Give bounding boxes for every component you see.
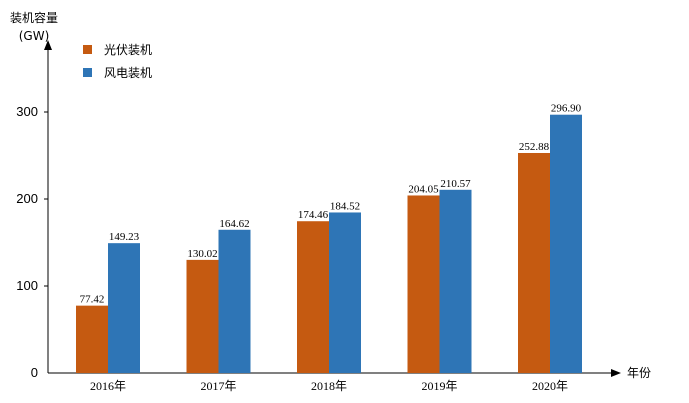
x-tick-label: 2018年 bbox=[311, 379, 347, 393]
bar-wind bbox=[218, 229, 251, 373]
data-label: 204.05 bbox=[408, 183, 439, 195]
y-tick-label: 0 bbox=[31, 365, 38, 380]
bar-pv bbox=[407, 195, 440, 373]
bar-wind bbox=[550, 114, 582, 374]
data-label: 296.90 bbox=[551, 103, 582, 115]
data-label: 164.62 bbox=[219, 218, 249, 230]
bar-wind bbox=[439, 189, 472, 373]
legend: 光伏装机 风电装机 bbox=[83, 43, 152, 80]
bar-pv bbox=[518, 152, 550, 373]
x-tick-label: 2020年 bbox=[532, 379, 568, 393]
data-label: 174.46 bbox=[298, 209, 329, 221]
bar-pv bbox=[186, 259, 219, 373]
bar-pv bbox=[297, 221, 329, 373]
y-tick-label: 300 bbox=[16, 104, 38, 119]
data-label: 184.52 bbox=[330, 200, 360, 212]
legend-swatch-pv bbox=[83, 45, 92, 54]
data-label: 130.02 bbox=[187, 248, 217, 260]
bars bbox=[76, 114, 582, 374]
bar-wind bbox=[329, 212, 361, 373]
x-tick-label: 2017年 bbox=[200, 379, 236, 393]
y-ticks: 0 100 200 300 bbox=[16, 104, 48, 380]
data-label: 252.88 bbox=[519, 141, 550, 153]
x-axis-arrow bbox=[611, 369, 621, 377]
y-axis-unit: (GW) bbox=[19, 29, 50, 43]
data-label: 149.23 bbox=[109, 231, 140, 243]
x-tick-labels: 2016年 2017年 2018年 2019年 2020年 bbox=[90, 379, 568, 393]
bar-pv bbox=[76, 305, 108, 373]
data-label: 77.42 bbox=[80, 294, 105, 306]
y-tick-label: 100 bbox=[16, 278, 38, 293]
data-label: 210.57 bbox=[440, 178, 471, 190]
y-axis-arrow bbox=[44, 40, 52, 50]
y-tick-label: 200 bbox=[16, 191, 38, 206]
legend-label-pv: 光伏装机 bbox=[104, 43, 152, 57]
legend-swatch-wind bbox=[83, 68, 92, 77]
x-axis-label: 年份 bbox=[627, 366, 651, 380]
y-axis-label: 装机容量 bbox=[10, 10, 58, 25]
x-tick-label: 2019年 bbox=[421, 379, 457, 393]
legend-label-wind: 风电装机 bbox=[104, 66, 152, 80]
x-tick-label: 2016年 bbox=[90, 379, 126, 393]
bar-wind bbox=[108, 243, 140, 373]
